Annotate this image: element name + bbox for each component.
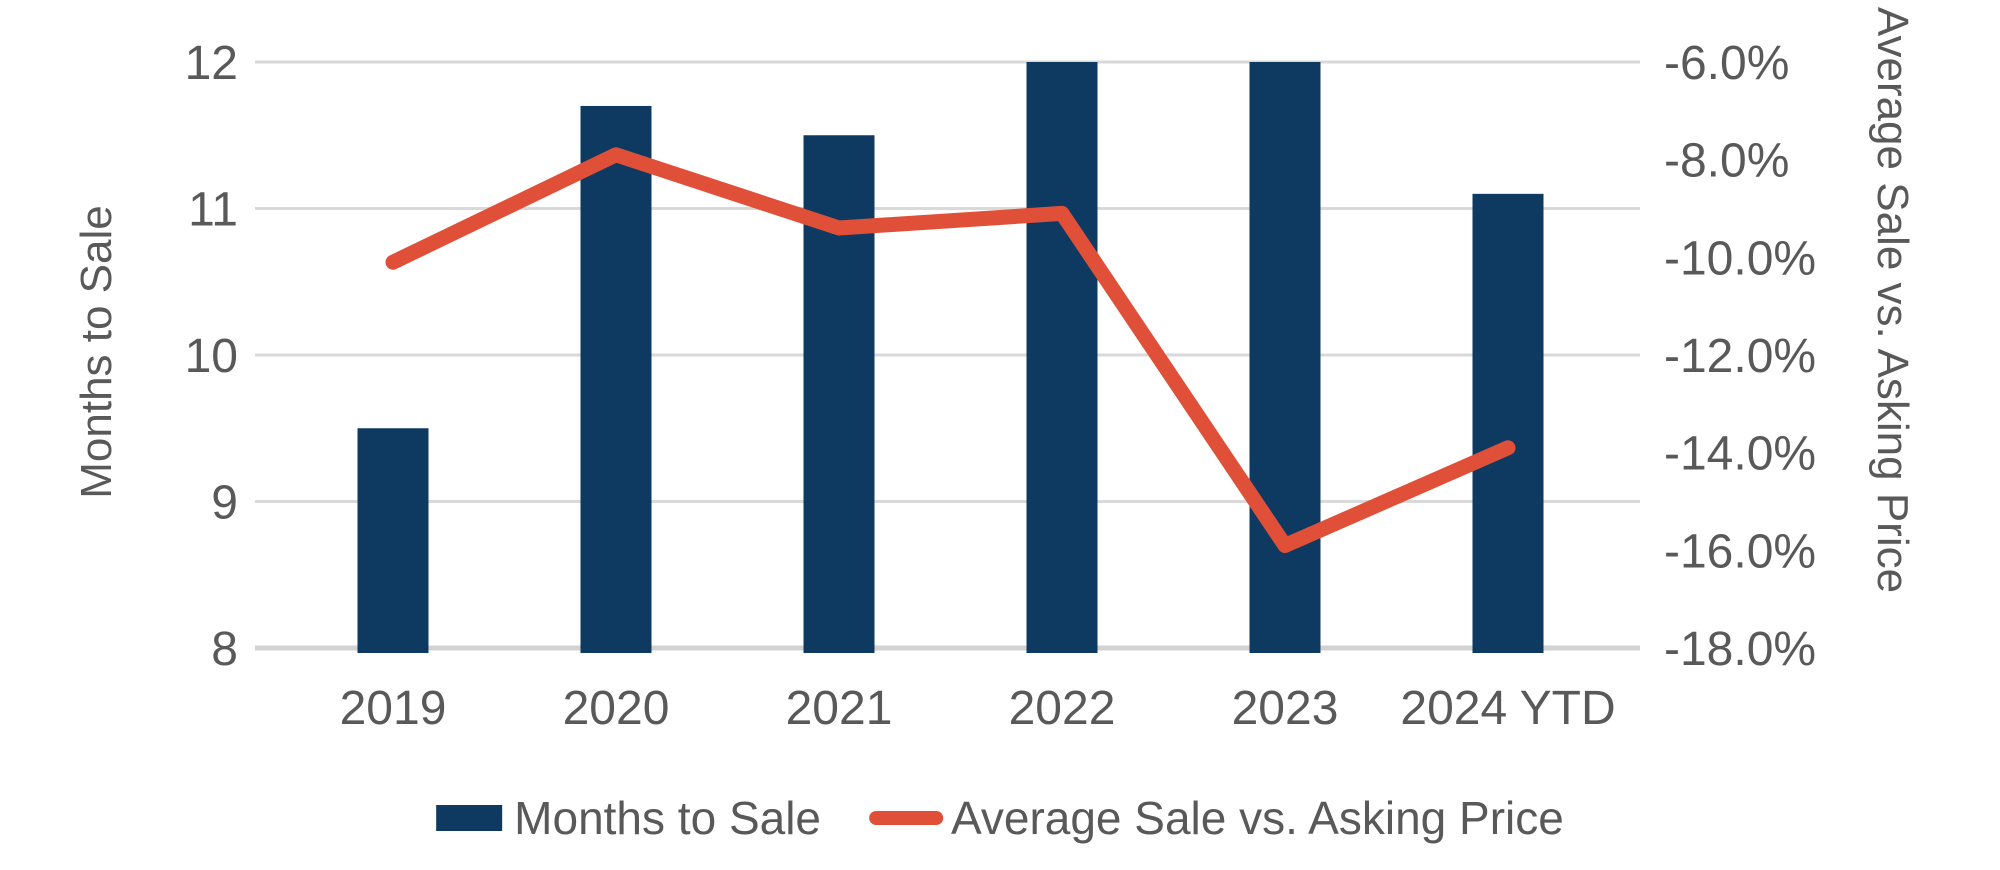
left-axis-tick-label: 11 [188, 184, 238, 237]
left-axis-tick-label: 10 [185, 330, 238, 383]
bar-2024-ytd [1472, 193, 1544, 653]
legend-label-months-to-sale: Months to Sale [514, 792, 822, 844]
left-axis-tick-label: 8 [211, 623, 238, 676]
legend-line-swatch [869, 811, 944, 825]
right-axis-tick-label: -18.0% [1664, 623, 1816, 676]
left-axis-tick-label: 9 [211, 477, 238, 530]
bar-2022 [1026, 62, 1098, 653]
right-axis-tick-label: -12.0% [1664, 330, 1816, 383]
legend-bar-swatch [436, 805, 503, 831]
chart-legend: Months to Sale Average Sale vs. Asking P… [436, 791, 1564, 845]
right-axis-title: Average Sale vs. Asking Price [1868, 6, 1917, 594]
right-axis-tick-label: -10.0% [1664, 232, 1816, 285]
average-sale-vs-asking-price-line [385, 147, 1516, 553]
right-axis-tick-label: -8.0% [1664, 135, 1789, 188]
x-axis-label-2019: 2019 [340, 682, 447, 735]
x-axis-label-2024-ytd: 2024 YTD [1400, 682, 1615, 735]
x-axis-label-2020: 2020 [563, 682, 670, 735]
bar-2023 [1249, 62, 1321, 653]
x-axis-label-2023: 2023 [1232, 682, 1339, 735]
legend-label-average-sale-vs-asking-price: Average Sale vs. Asking Price [951, 792, 1564, 844]
x-axis-label-2022: 2022 [1009, 682, 1116, 735]
right-axis-tick-label: -6.0% [1664, 37, 1789, 90]
right-axis-tick-label: -16.0% [1664, 525, 1816, 578]
right-axis-tick-label: -14.0% [1664, 428, 1816, 481]
x-axis-label-2021: 2021 [786, 682, 893, 735]
bar-2020 [580, 105, 652, 653]
left-axis-tick-label: 12 [185, 37, 238, 90]
left-axis-title: Months to Sale [72, 205, 121, 499]
bar-2019 [357, 428, 429, 653]
